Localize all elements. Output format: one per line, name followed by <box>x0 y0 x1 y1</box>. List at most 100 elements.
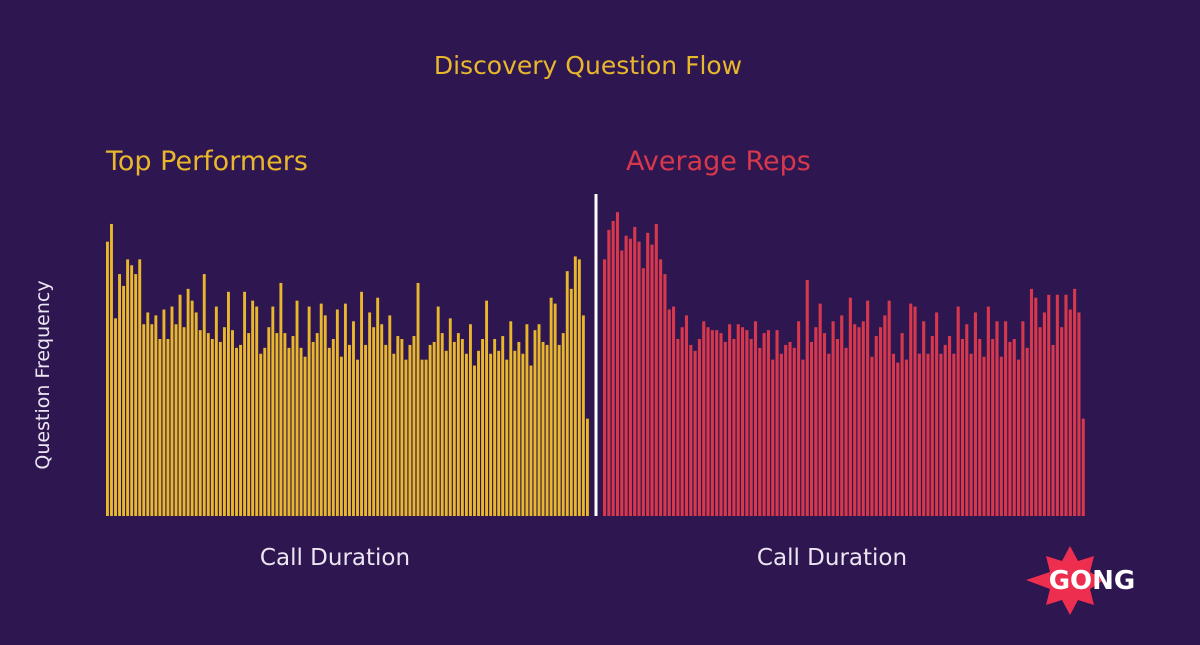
bar-average-reps-45 <box>797 321 801 516</box>
bar-average-reps-56 <box>844 347 848 516</box>
bar-top-performers-117 <box>577 259 581 516</box>
bar-average-reps-51 <box>822 333 827 516</box>
bar-average-reps-44 <box>792 347 796 516</box>
bar-top-performers-36 <box>251 300 255 516</box>
bar-top-performers-39 <box>263 347 267 516</box>
bar-average-reps-42 <box>784 344 788 516</box>
bar-top-performers-106 <box>533 330 537 516</box>
bar-top-performers-61 <box>352 321 355 516</box>
bar-average-reps-40 <box>775 330 779 516</box>
bar-top-performers-104 <box>525 324 529 516</box>
bar-top-performers-47 <box>295 300 299 516</box>
bar-average-reps-19 <box>684 315 689 516</box>
bar-average-reps-83 <box>960 339 965 516</box>
bar-top-performers-24 <box>202 274 206 516</box>
bar-top-performers-102 <box>517 341 521 516</box>
bar-top-performers-3 <box>118 274 121 516</box>
bar-average-reps-6 <box>628 238 632 516</box>
bar-average-reps-96 <box>1017 359 1021 516</box>
bar-top-performers-11 <box>150 324 154 516</box>
bar-average-reps-103 <box>1047 294 1051 516</box>
bar-top-performers-46 <box>291 336 295 516</box>
bar-average-reps-89 <box>986 306 990 516</box>
bar-average-reps-46 <box>801 359 805 516</box>
bar-top-performers-58 <box>339 356 343 516</box>
bar-top-performers-10 <box>146 312 150 516</box>
bar-top-performers-92 <box>477 350 480 516</box>
gong-logo: GONG <box>1026 546 1135 615</box>
bar-average-reps-17 <box>676 339 680 516</box>
bar-top-performers-53 <box>319 303 323 516</box>
bar-average-reps-41 <box>779 353 783 516</box>
bar-average-reps-73 <box>917 353 921 516</box>
bar-average-reps-11 <box>650 244 654 516</box>
bar-average-reps-8 <box>637 241 641 516</box>
bar-top-performers-59 <box>343 303 347 516</box>
bar-top-performers-8 <box>138 259 142 516</box>
bar-top-performers-48 <box>299 347 303 516</box>
bar-top-performers-103 <box>521 353 525 516</box>
bar-average-reps-5 <box>624 235 628 516</box>
bar-average-reps-12 <box>654 223 658 516</box>
bar-top-performers-22 <box>194 312 198 516</box>
bar-average-reps-53 <box>831 321 835 516</box>
bar-top-performers-20 <box>186 288 190 516</box>
bar-average-reps-49 <box>814 327 818 516</box>
bar-top-performers-101 <box>513 350 517 516</box>
bar-average-reps-48 <box>810 341 814 516</box>
bar-top-performers-18 <box>178 294 182 516</box>
bar-average-reps-60 <box>861 321 865 516</box>
bar-average-reps-111 <box>1081 418 1085 516</box>
bar-top-performers-108 <box>541 341 545 516</box>
bar-top-performers-5 <box>126 259 130 516</box>
bar-top-performers-63 <box>360 291 363 516</box>
bar-top-performers-105 <box>529 365 533 516</box>
bar-average-reps-99 <box>1029 288 1034 516</box>
bar-average-reps-101 <box>1038 327 1042 516</box>
bar-top-performers-0 <box>106 241 109 516</box>
bar-average-reps-31 <box>736 324 740 516</box>
bar-average-reps-43 <box>788 341 792 516</box>
bar-average-reps-95 <box>1012 339 1016 516</box>
bar-average-reps-23 <box>702 321 706 516</box>
bar-top-performers-19 <box>182 327 186 516</box>
bar-top-performers-23 <box>198 330 202 516</box>
bar-average-reps-4 <box>620 250 624 516</box>
x-axis-label-right: Call Duration <box>757 545 907 571</box>
bar-top-performers-49 <box>303 356 307 516</box>
bar-average-reps-64 <box>879 327 883 516</box>
bar-top-performers-42 <box>275 333 279 516</box>
bar-top-performers-87 <box>456 333 460 516</box>
x-axis-label-left: Call Duration <box>260 545 410 571</box>
bar-average-reps-14 <box>663 274 667 516</box>
bar-average-reps-16 <box>672 306 676 516</box>
bar-average-reps-21 <box>693 350 697 516</box>
panel-title-top-performers: Top Performers <box>105 146 308 177</box>
bar-top-performers-16 <box>170 306 174 516</box>
bar-top-performers-9 <box>142 324 146 516</box>
bar-top-performers-14 <box>162 309 166 516</box>
bar-top-performers-64 <box>364 344 368 516</box>
chart-title: Discovery Question Flow <box>434 51 742 80</box>
bar-top-performers-21 <box>190 300 194 516</box>
bar-average-reps-52 <box>827 353 831 516</box>
bar-average-reps-102 <box>1042 312 1046 516</box>
logo-burst-icon <box>1026 546 1104 615</box>
bar-top-performers-111 <box>553 303 557 516</box>
bar-average-reps-81 <box>952 353 956 516</box>
bar-top-performers-112 <box>557 344 561 516</box>
bar-average-reps-20 <box>689 344 693 516</box>
bar-top-performers-88 <box>460 339 464 516</box>
bar-average-reps-74 <box>922 321 926 516</box>
bar-top-performers-34 <box>243 291 247 516</box>
bar-average-reps-61 <box>866 300 870 516</box>
bar-top-performers-45 <box>287 347 291 516</box>
bar-top-performers-116 <box>573 256 577 516</box>
bar-average-reps-90 <box>991 339 995 516</box>
bar-average-reps-47 <box>805 280 809 516</box>
bar-average-reps-27 <box>719 333 723 516</box>
bar-average-reps-30 <box>732 339 736 516</box>
bar-average-reps-26 <box>715 330 719 516</box>
bar-average-reps-63 <box>874 336 878 516</box>
bar-top-performers-35 <box>247 333 251 516</box>
